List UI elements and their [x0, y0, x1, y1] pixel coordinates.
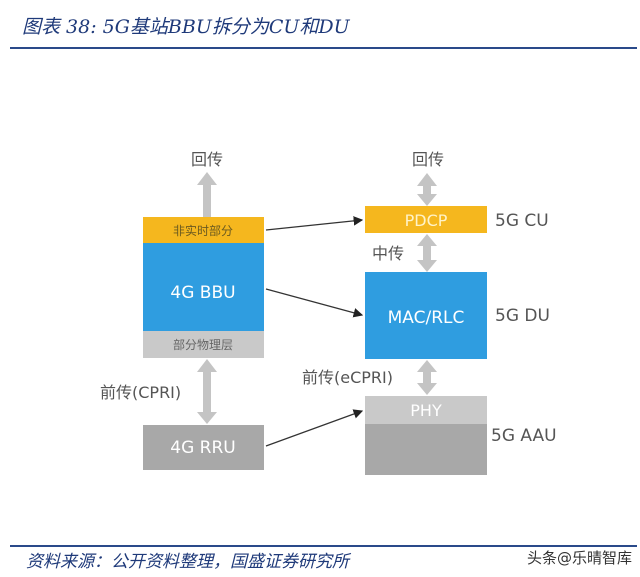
right-fronthaul-label: 前传(eCPRI) — [302, 368, 393, 387]
phy-label: PHY — [410, 401, 442, 420]
rru-block — [143, 425, 264, 470]
non-realtime-block — [143, 217, 264, 243]
cu-mapping-arrow — [265, 216, 364, 231]
bbu-block — [143, 243, 264, 331]
source-rule — [10, 545, 637, 547]
mac-rlc-block — [365, 272, 487, 359]
right-backhaul-arrow — [417, 173, 437, 206]
right-fronthaul-arrow — [417, 360, 437, 395]
non-realtime-label: 非实时部分 — [173, 223, 233, 238]
right-backhaul-label: 回传 — [412, 150, 444, 169]
partial-phy-label: 部分物理层 — [173, 337, 233, 352]
aau-label: 5G AAU — [491, 426, 557, 446]
cu-label: 5G CU — [495, 211, 549, 231]
pdcp-block — [365, 206, 487, 233]
aau-block — [365, 424, 487, 475]
bbu-label: 4G BBU — [170, 283, 235, 303]
du-mapping-arrow — [265, 288, 364, 318]
aau-mapping-arrow — [265, 409, 364, 447]
title-rule — [10, 47, 637, 49]
left-fronthaul-arrow — [197, 359, 217, 424]
watermark: 头条@乐晴智库 — [526, 549, 632, 567]
pdcp-label: PDCP — [405, 211, 448, 230]
midhaul-arrow — [417, 234, 437, 272]
figure-title: 图表 38: 5G基站BBU拆分为CU和DU — [22, 16, 350, 38]
midhaul-label: 中传 — [372, 244, 404, 263]
source-note: 资料来源：公开资料整理，国盛证券研究所 — [26, 552, 349, 572]
left-backhaul-label: 回传 — [191, 150, 223, 169]
left-backhaul-arrow — [197, 172, 217, 217]
du-label: 5G DU — [495, 306, 550, 326]
partial-phy-block — [143, 331, 264, 358]
phy-block — [365, 396, 487, 424]
rru-label: 4G RRU — [170, 438, 235, 458]
left-fronthaul-label: 前传(CPRI) — [100, 383, 181, 402]
mac-rlc-label: MAC/RLC — [388, 308, 465, 328]
